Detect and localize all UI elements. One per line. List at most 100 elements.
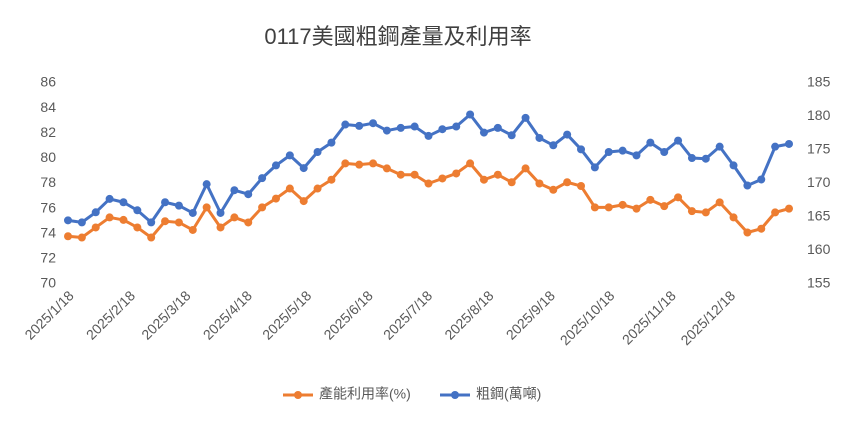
y2-tick-label: 160 xyxy=(807,241,831,257)
x-tick-label: 2025/9/18 xyxy=(503,287,559,343)
point xyxy=(64,216,72,225)
point xyxy=(244,218,253,227)
point xyxy=(91,208,100,217)
x-tick-label: 2025/12/18 xyxy=(677,287,738,348)
point xyxy=(147,233,156,242)
point xyxy=(535,133,544,142)
legend-item: 產能利用率(%) xyxy=(283,386,411,402)
point xyxy=(452,122,461,131)
point xyxy=(590,203,599,212)
point xyxy=(715,198,724,207)
y-tick-label: 84 xyxy=(40,99,56,115)
point xyxy=(743,181,752,190)
point xyxy=(133,206,142,215)
point xyxy=(479,128,488,137)
point xyxy=(161,198,170,207)
point xyxy=(632,151,641,160)
point xyxy=(355,160,364,169)
point xyxy=(535,179,544,188)
y-tick-label: 78 xyxy=(40,174,56,190)
point xyxy=(729,213,738,222)
y2-tick-label: 165 xyxy=(807,208,831,224)
point xyxy=(285,151,294,160)
y2-tick-label: 175 xyxy=(807,141,831,157)
point xyxy=(604,203,613,212)
point xyxy=(396,123,405,132)
y-tick-label: 70 xyxy=(40,275,56,291)
point xyxy=(230,186,239,195)
y2-tick-label: 155 xyxy=(807,275,831,291)
point xyxy=(674,136,683,145)
point xyxy=(479,175,488,184)
point xyxy=(701,154,710,163)
point xyxy=(202,180,211,189)
point xyxy=(313,184,322,193)
point xyxy=(105,194,114,203)
point xyxy=(341,120,350,129)
point xyxy=(410,170,419,179)
point xyxy=(660,148,669,157)
x-tick-label: 2025/5/18 xyxy=(259,287,315,343)
x-tick-label: 2025/10/18 xyxy=(557,287,618,348)
point xyxy=(119,215,128,224)
point xyxy=(382,164,391,173)
point xyxy=(618,200,627,209)
point xyxy=(660,202,669,211)
point xyxy=(701,208,710,217)
point xyxy=(466,110,475,119)
y2-tick-label: 185 xyxy=(807,74,831,90)
point xyxy=(396,170,405,179)
point xyxy=(258,203,267,212)
x-tick-label: 2025/1/18 xyxy=(21,287,77,343)
point xyxy=(563,178,572,187)
x-tick-label: 2025/7/18 xyxy=(380,287,436,343)
point xyxy=(771,142,780,151)
y2-tick-label: 180 xyxy=(807,107,831,123)
point xyxy=(785,204,793,213)
point xyxy=(521,113,530,122)
point xyxy=(729,161,738,170)
point xyxy=(715,142,724,151)
point xyxy=(271,161,280,170)
point xyxy=(299,197,308,206)
point xyxy=(507,131,516,140)
point xyxy=(757,224,766,233)
x-tick-label: 2025/4/18 xyxy=(200,287,256,343)
point xyxy=(438,125,447,134)
legend-label: 粗鋼(萬噸) xyxy=(476,386,541,402)
point xyxy=(174,218,183,227)
point xyxy=(77,218,86,227)
y-tick-label: 82 xyxy=(40,124,56,140)
point xyxy=(216,208,225,217)
point xyxy=(438,174,447,183)
legend-item: 粗鋼(萬噸) xyxy=(440,386,541,402)
point xyxy=(327,175,336,184)
x-tick-label: 2025/11/18 xyxy=(619,287,679,347)
point xyxy=(493,170,502,179)
point xyxy=(64,232,72,241)
y2-tick-label: 170 xyxy=(807,174,831,190)
point xyxy=(369,119,378,128)
point xyxy=(424,131,433,140)
point xyxy=(77,233,86,242)
point xyxy=(105,213,114,222)
point xyxy=(424,179,433,188)
point xyxy=(161,217,170,226)
point xyxy=(618,146,627,155)
point xyxy=(604,148,613,157)
point xyxy=(271,194,280,203)
x-tick-label: 2025/6/18 xyxy=(320,287,376,343)
x-tick-label: 2025/3/18 xyxy=(138,287,194,343)
point xyxy=(216,223,225,232)
y-tick-label: 86 xyxy=(40,74,56,90)
point xyxy=(202,203,211,212)
point xyxy=(466,159,475,168)
point xyxy=(188,225,197,234)
point xyxy=(244,190,253,199)
point xyxy=(577,182,586,191)
point xyxy=(521,164,530,173)
legend-label: 產能利用率(%) xyxy=(319,386,411,402)
point xyxy=(687,154,696,163)
point xyxy=(743,228,752,237)
